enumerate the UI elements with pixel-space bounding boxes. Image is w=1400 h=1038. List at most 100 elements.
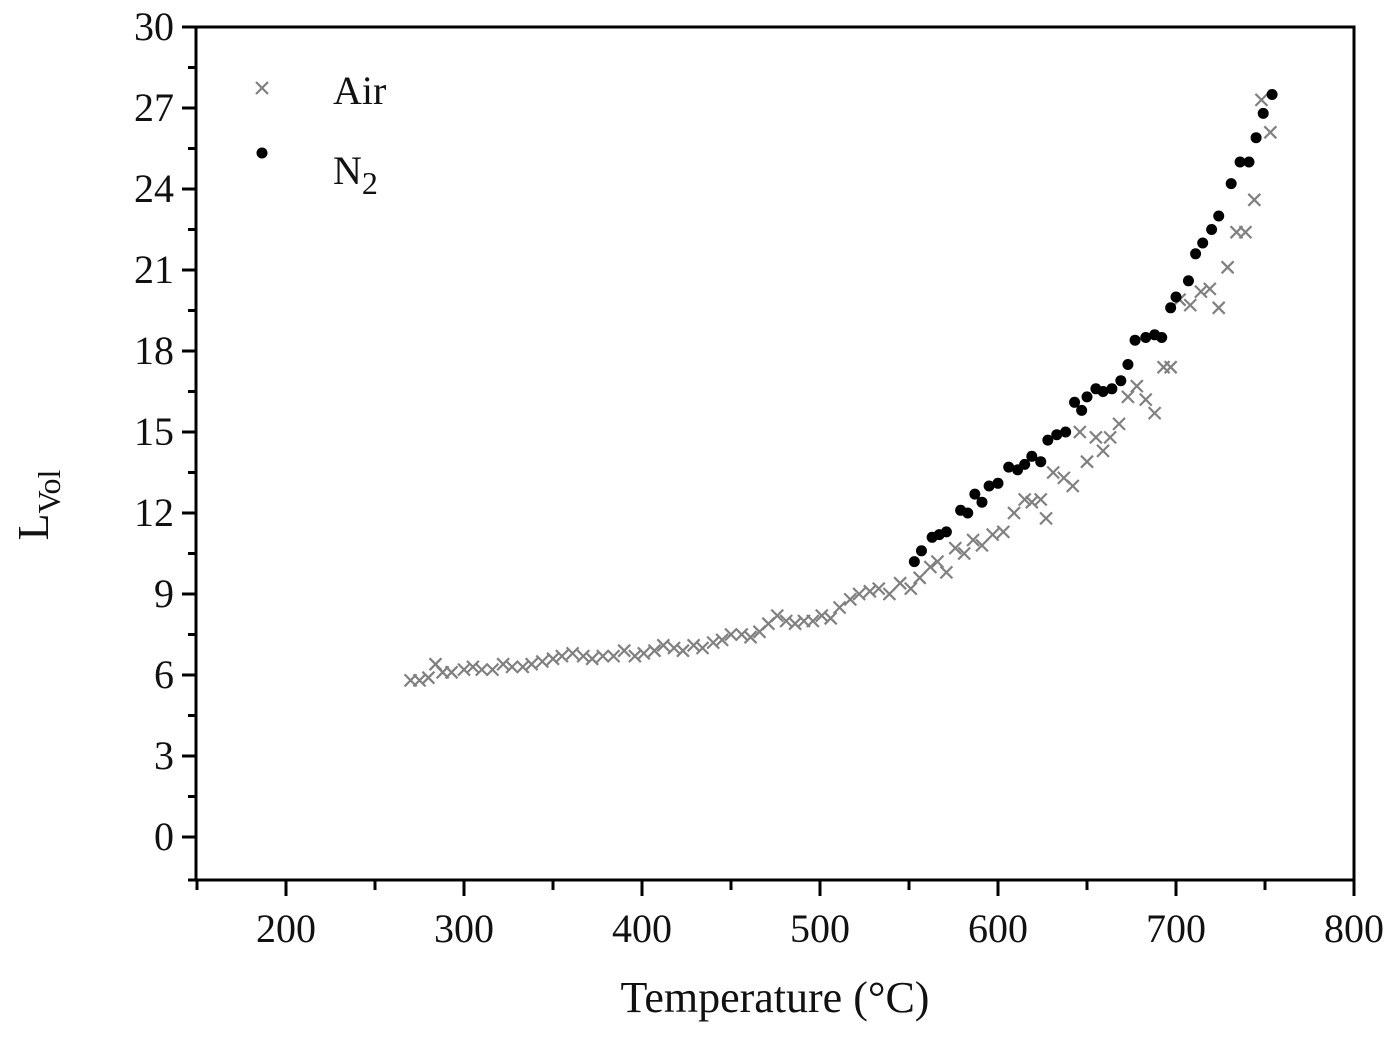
data-point — [1170, 291, 1182, 303]
data-point — [1190, 248, 1202, 260]
y-tick-label: 15 — [134, 409, 174, 454]
x-marker-icon — [1194, 284, 1208, 299]
x-marker-icon — [966, 533, 980, 547]
y-tick-label: 12 — [134, 490, 174, 535]
x-marker-icon — [1103, 430, 1117, 445]
x-marker-icon — [743, 630, 758, 644]
x-marker-icon — [948, 541, 963, 555]
series-air-markers — [403, 93, 1278, 688]
x-marker-icon — [1203, 282, 1217, 296]
y-axis-title-text: LVol — [9, 470, 67, 541]
x-marker-icon — [1073, 425, 1087, 439]
x-marker-icon — [1220, 260, 1235, 275]
x-marker-icon — [617, 643, 631, 658]
x-marker-icon — [806, 614, 820, 628]
data-point — [1234, 156, 1246, 168]
data-point — [1097, 386, 1109, 397]
x-marker-icon — [912, 571, 927, 585]
x-marker-icon — [939, 565, 954, 580]
x-marker-icon — [1112, 417, 1126, 431]
x-marker-icon — [957, 546, 971, 561]
y-tick-label: 3 — [154, 733, 174, 778]
data-point — [1081, 391, 1093, 403]
x-tick-label: 300 — [434, 906, 494, 951]
data-point — [908, 556, 920, 568]
data-point — [1250, 132, 1262, 144]
x-marker-icon — [255, 81, 269, 95]
x-tick-label: 600 — [968, 906, 1028, 951]
x-marker-icon — [1121, 390, 1135, 404]
y-tick-label: 9 — [154, 571, 174, 616]
data-point — [1076, 404, 1088, 416]
y-axis: 0 3 6 9 12 15 18 21 24 27 30 — [134, 4, 196, 882]
series-n2-markers — [908, 89, 1278, 568]
x-axis-title: Temperature (°C) — [621, 973, 930, 1022]
x-marker-icon — [996, 525, 1011, 539]
data-point — [1266, 89, 1278, 100]
x-marker-icon — [706, 635, 720, 650]
data-point — [1042, 434, 1054, 446]
x-marker-icon — [637, 646, 651, 661]
data-point — [1156, 332, 1168, 343]
legend-label-air: Air — [333, 68, 386, 113]
x-marker-icon — [1039, 511, 1053, 526]
data-point — [962, 507, 974, 519]
x-marker-icon — [1017, 492, 1032, 507]
plot-border — [194, 25, 1356, 882]
x-marker-icon — [555, 649, 569, 663]
x-marker-icon — [930, 554, 945, 569]
x-marker-icon — [576, 649, 591, 663]
x-marker-icon — [596, 649, 610, 663]
x-tick-label: 800 — [1324, 906, 1384, 951]
data-point — [1115, 375, 1127, 387]
y-tick-label: 27 — [134, 85, 174, 130]
legend-label-n2-subscript: 2 — [362, 165, 378, 201]
y-axis-title: LVol — [9, 470, 67, 541]
legend-label-n2-main: N — [333, 148, 362, 193]
x-marker-icon — [734, 627, 749, 642]
x-marker-icon — [667, 641, 681, 655]
data-point — [1182, 275, 1194, 287]
x-tick-label: 200 — [256, 906, 316, 951]
x-marker-icon — [412, 673, 427, 688]
y-axis-title-subscript: Vol — [31, 470, 67, 514]
x-marker-icon — [485, 662, 500, 677]
x-marker-icon — [843, 592, 858, 607]
x-marker-icon — [656, 638, 671, 653]
x-marker-icon — [496, 657, 510, 671]
x-tick-label: 500 — [790, 906, 850, 951]
data-point — [976, 496, 988, 508]
x-marker-icon — [475, 662, 489, 677]
data-point — [1213, 210, 1225, 222]
y-tick-label: 6 — [154, 652, 174, 697]
data-point — [1051, 429, 1063, 441]
x-axis: 200 300 400 500 600 700 800 — [195, 880, 1384, 951]
x-marker-icon — [1183, 298, 1198, 312]
dot-marker-icon — [256, 147, 268, 159]
x-marker-icon — [923, 560, 938, 574]
x-marker-icon — [1163, 360, 1178, 374]
data-point — [940, 526, 952, 538]
data-point — [1225, 178, 1237, 190]
x-marker-icon — [628, 649, 642, 663]
x-marker-icon — [1080, 454, 1094, 469]
y-tick-label: 24 — [134, 166, 174, 211]
data-point — [1165, 302, 1177, 314]
data-point — [1069, 396, 1081, 408]
y-tick-label: 21 — [134, 247, 174, 292]
x-marker-icon — [715, 633, 729, 647]
x-marker-icon — [1254, 93, 1269, 107]
legend-label-n2: N2 — [333, 148, 378, 201]
x-marker-icon — [1138, 392, 1153, 407]
data-point — [915, 545, 927, 557]
x-marker-icon — [565, 646, 580, 661]
x-marker-icon — [676, 643, 690, 658]
data-point — [983, 480, 995, 492]
x-marker-icon — [444, 665, 459, 680]
x-marker-icon — [421, 670, 436, 685]
x-marker-icon — [852, 587, 866, 601]
data-point — [1106, 383, 1118, 395]
x-marker-icon — [515, 660, 530, 674]
x-marker-icon — [1033, 492, 1048, 507]
